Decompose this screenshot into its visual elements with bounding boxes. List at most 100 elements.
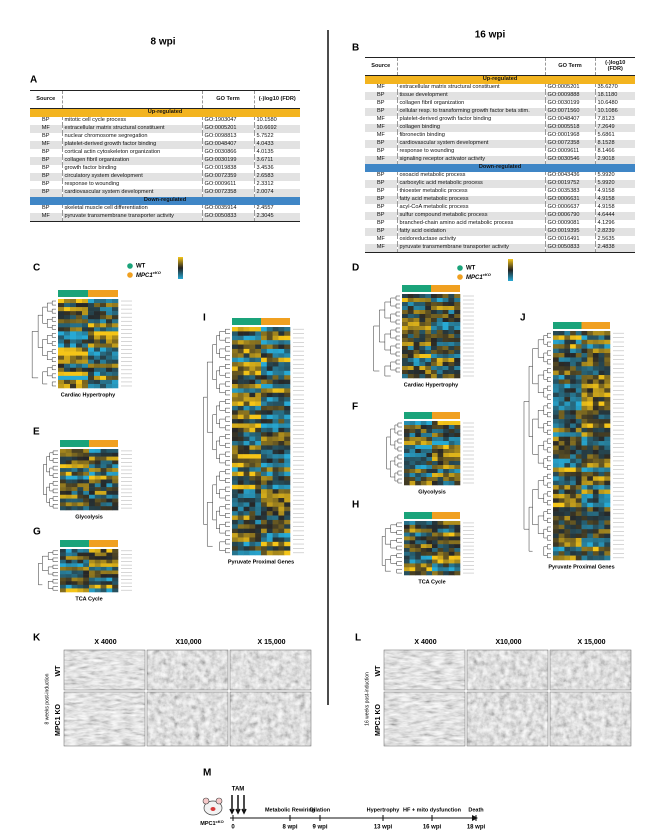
heatmap-cell (272, 528, 279, 534)
heatmap-cell (442, 302, 449, 307)
heatmap-cell (454, 567, 461, 572)
heatmap-cell (112, 494, 119, 499)
heatmap-cell (443, 540, 450, 545)
heatmap-cell (409, 540, 416, 545)
heatmap-cell (88, 307, 95, 312)
heatmap-cell (112, 456, 119, 461)
heatmap-cell (564, 432, 571, 437)
heatmap-cell (83, 559, 90, 564)
heatmap-cell (454, 362, 461, 367)
heatmap-cell (112, 323, 119, 328)
heatmap-cell (89, 490, 96, 496)
heatmap-cell (60, 471, 67, 476)
heatmap-cell (553, 471, 559, 477)
heatmap-cell (284, 480, 291, 486)
heatmap-cell (76, 359, 83, 365)
heatmap-cell (415, 437, 422, 442)
fdr-cell: 4.6444 (594, 212, 635, 220)
heatmap-cell (65, 452, 72, 457)
heatmap-cell (570, 480, 577, 486)
heatmap-cell (448, 318, 455, 323)
heatmap-cell (94, 566, 101, 571)
heatmap-cell (272, 546, 279, 551)
heatmap-cell (442, 358, 449, 363)
heatmap-cell (71, 566, 78, 571)
dendrogram (225, 337, 230, 343)
heatmap-cell (71, 456, 78, 461)
heatmap-cell (284, 414, 291, 420)
heatmap-cell (592, 388, 599, 393)
heatmap-cell (255, 362, 262, 367)
heatmap-cell (564, 375, 571, 380)
heatmap-cell (587, 502, 594, 508)
heatmap-cell (112, 475, 119, 480)
group-band (581, 322, 610, 329)
heatmap-cell (454, 536, 461, 541)
heatmap-cell (237, 471, 244, 477)
source-cell: MF (365, 124, 397, 132)
heatmap-cell (558, 537, 565, 543)
heatmap-cell (89, 452, 96, 457)
heatmap-cell (454, 544, 461, 549)
heatmap-cell (581, 335, 588, 341)
heatmap-cell (94, 581, 101, 586)
table-row: MF pyruvate transmembrane transporter act… (30, 213, 300, 222)
heatmap-cell (570, 419, 577, 424)
heatmap-cell (88, 347, 95, 352)
heatmap-cell (604, 449, 611, 455)
heatmap-cell (448, 314, 455, 319)
heatmap-cell (419, 350, 426, 355)
heatmap-cell (272, 331, 279, 337)
heatmap-cell (437, 433, 444, 438)
heatmap-cell (278, 458, 285, 464)
heatmap-cell (432, 465, 438, 470)
heatmap-cell (83, 581, 90, 586)
heatmap-cell (598, 370, 605, 376)
go-id-cell: GO:0009888 (544, 92, 595, 100)
heatmap-cell (581, 370, 588, 376)
heatmap-cell (570, 546, 577, 552)
section-title: Up-regulated (365, 75, 635, 84)
heatmap-cell (232, 419, 239, 424)
heatmap-cell (402, 366, 409, 371)
heatmap-cell (278, 397, 285, 402)
heatmap-cell (581, 555, 588, 561)
fdr-cell: 18.1180 (594, 92, 635, 100)
heatmap-cell (407, 362, 414, 367)
heatmap-cell (598, 471, 605, 477)
heatmap-cell (83, 563, 90, 568)
dendrogram (397, 446, 402, 452)
heatmap-cell (402, 322, 409, 327)
dendrogram (216, 440, 220, 459)
heatmap-cell (407, 374, 414, 379)
heatmap-cell (106, 483, 113, 488)
header-cell: (-)log10 (FDR) (594, 57, 635, 76)
heatmap-cell (65, 549, 72, 553)
heatmap-cell (558, 476, 565, 482)
heatmap-cell (604, 502, 611, 508)
heatmap-cell (237, 388, 244, 394)
heatmap-cell (592, 507, 599, 512)
heatmap-cell (558, 551, 565, 556)
heatmap-cell (58, 371, 65, 377)
heatmap-cell (106, 468, 113, 473)
heatmap-cell (232, 370, 239, 376)
heatmap-cell (106, 556, 113, 561)
heatmap-cell (553, 436, 559, 442)
heatmap-cell (419, 314, 426, 319)
heatmap-cell (570, 551, 577, 556)
heatmap-cell (106, 383, 113, 389)
term-cell: nuclear chromosome segregation (61, 133, 202, 141)
heatmap-cell (419, 366, 426, 371)
heatmap-cell (404, 481, 410, 486)
heatmap-cell (415, 477, 422, 482)
dendrogram (225, 460, 230, 466)
micrograph (384, 650, 465, 690)
heatmap-cell (261, 493, 268, 499)
heatmap-cell (106, 552, 113, 557)
heatmap-cell (266, 498, 273, 503)
heatmap-cell (237, 353, 244, 358)
heatmap-cell (426, 425, 433, 430)
heatmap-cell (413, 342, 420, 347)
dendrogram (225, 469, 230, 475)
